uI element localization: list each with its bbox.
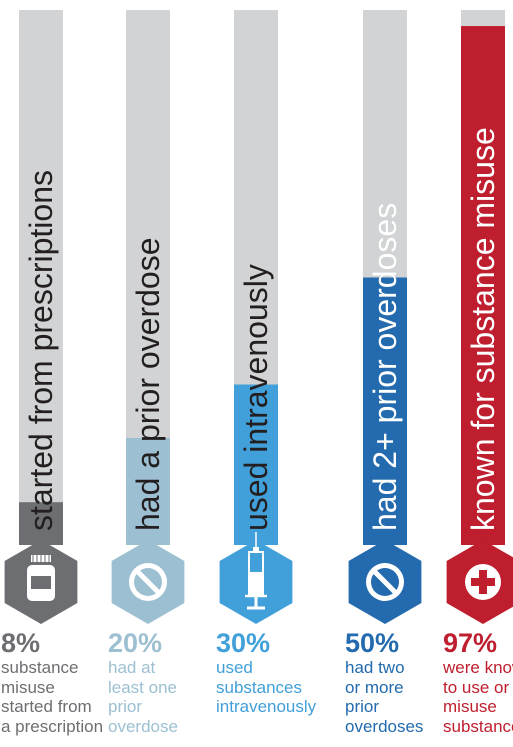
bar-fill (19, 502, 63, 545)
percent-label: 20% (108, 628, 163, 658)
pill-bottle-icon (27, 555, 55, 601)
bar-fill (363, 277, 407, 545)
bar-group-2: had a prior overdose (111, 10, 185, 624)
description-label: had at least one prior overdose (108, 658, 178, 736)
description-label: substance misuse started from a prescrip… (1, 658, 104, 736)
syringe-icon (245, 532, 267, 610)
bar-group-3: used intravenously (219, 10, 293, 624)
medical-cross-icon (465, 564, 501, 600)
bar-group-1: started from prescriptions (4, 10, 78, 624)
percent-label: 30% (216, 628, 271, 658)
description-label: had two or more prior overdoses (345, 658, 424, 736)
bar-fill (234, 384, 278, 545)
no-symbol-icon (366, 563, 404, 601)
percent-label: 8% (1, 628, 41, 658)
bar-label: known for substance misuse (465, 127, 501, 531)
percent-label: 50% (345, 628, 400, 658)
description-label: used substances intravenously (216, 658, 317, 716)
bar-label: had 2+ prior overdoses (367, 203, 403, 531)
bar-group-4: had 2+ prior overdoses (348, 10, 422, 624)
bar-group-5: known for substance misuse (446, 10, 513, 624)
bar-label: started from prescriptions (23, 170, 59, 531)
bar-track (19, 10, 63, 545)
bar-label: had a prior overdose (130, 237, 166, 531)
bar-fill (461, 26, 505, 546)
bar-label: used intravenously (238, 264, 274, 531)
description-label: were known to use or misuse substances (443, 658, 513, 736)
percent-label: 97% (443, 628, 498, 658)
bar-fill (126, 438, 170, 545)
no-symbol-icon (129, 563, 167, 601)
